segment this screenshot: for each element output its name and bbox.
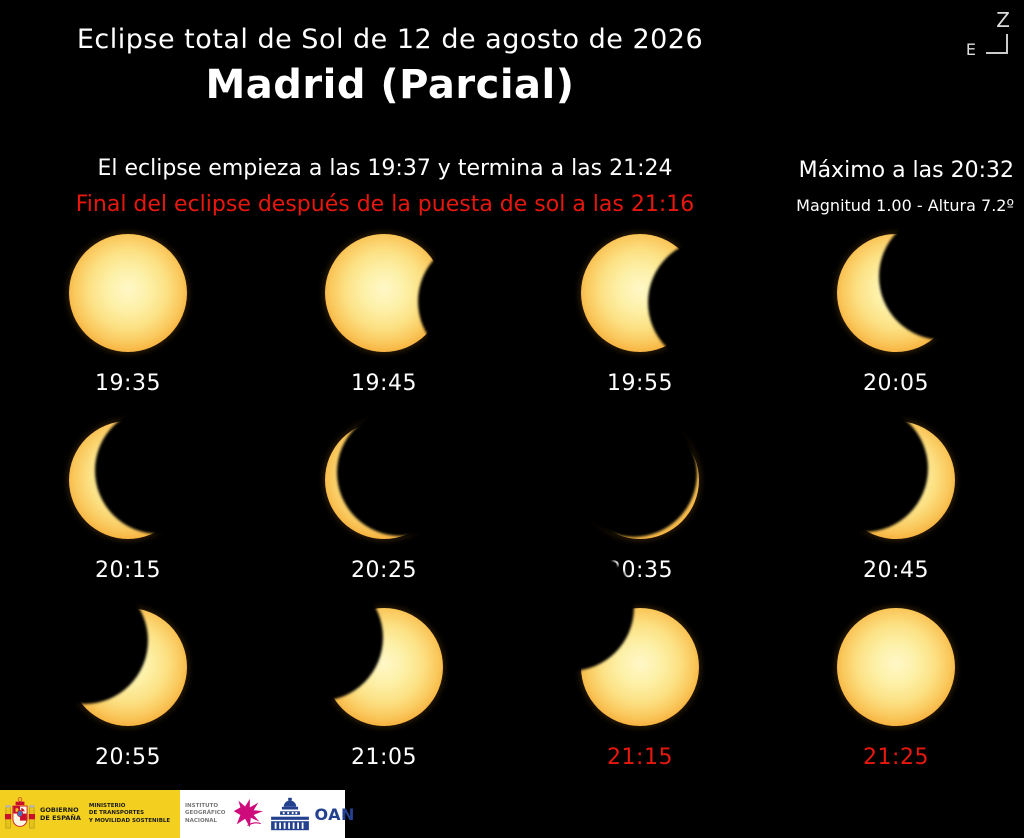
eclipse-phase-tile: 20:25 — [256, 405, 512, 592]
ministry-line1: MINISTERIO — [88, 803, 126, 810]
moon-shadow — [255, 573, 383, 701]
phase-time-label: 19:55 — [607, 371, 673, 396]
eclipse-phase-tile: 21:05 — [255, 573, 512, 779]
phase-time-label: 19:35 — [95, 371, 161, 396]
sun-photo — [565, 405, 715, 555]
sunset-warning-line: Final del eclipse después de la puesta d… — [75, 192, 695, 217]
oan-label: OAN — [314, 804, 355, 824]
phase-time-label: 21:05 — [351, 745, 417, 770]
moon-shadow — [336, 408, 464, 536]
zenith-label: Z — [996, 8, 1010, 32]
sun-photo — [821, 212, 1006, 368]
sun-photo — [53, 405, 222, 555]
eclipse-phase-tile: 20:15 — [0, 405, 256, 592]
sun-photo — [255, 573, 459, 742]
phase-time-label: 20:15 — [95, 558, 161, 583]
ign-name: INSTITUTO GEOGRÁFICO NACIONAL — [185, 803, 225, 824]
eclipse-phase-tile: 20:45 — [768, 404, 1024, 592]
sun-photo — [53, 218, 203, 368]
ministry-name: MINISTERIO DE TRANSPORTES Y MOVILIDAD SO… — [89, 803, 170, 824]
eclipse-phase-tile: 21:15 — [506, 543, 768, 779]
maximum-line: Máximo a las 20:32 — [798, 158, 1014, 183]
phase-time-label: 20:55 — [95, 745, 161, 770]
eclipse-phase-tile: 19:45 — [256, 218, 545, 405]
government-logo-block: GOBIERNO DE ESPAÑA MINISTERIO DE TRANSPO… — [0, 790, 180, 838]
spain-coat-of-arms-icon — [5, 797, 35, 829]
sun-photo — [309, 218, 545, 368]
sun-photo — [506, 543, 715, 742]
phase-time-label: 19:45 — [351, 371, 417, 396]
sun-photo — [309, 405, 464, 555]
eclipse-phase-tile: 20:05 — [768, 212, 1024, 405]
orientation-marker: Z E — [960, 6, 1016, 66]
moon-shadow — [94, 406, 222, 534]
city-subtitle: Madrid (Parcial) — [205, 62, 575, 108]
ign-line1: INSTITUTO — [185, 803, 219, 810]
phase-time-label: 20:45 — [863, 558, 929, 583]
eclipse-times-block: El eclipse empieza a las 19:37 y termina… — [0, 156, 770, 217]
government-name: GOBIERNO DE ESPAÑA — [40, 806, 81, 822]
axis-bracket-icon — [986, 34, 1008, 54]
moon-shadow — [506, 543, 634, 671]
phase-grid: 19:35 19:45 19:55 20:05 20:15 20:25 20:35 20:45… — [0, 212, 1024, 779]
phase-time-label: 21:25 — [863, 745, 929, 770]
eclipse-times-line: El eclipse empieza a las 19:37 y termina… — [97, 156, 673, 181]
moon-shadow — [800, 404, 928, 532]
ministry-line3: Y MOVILIDAD SOSTENIBLE — [88, 817, 171, 824]
moon-shadow — [647, 238, 775, 366]
moon-shadow — [417, 237, 545, 365]
moon-shadow — [20, 576, 148, 704]
sun-disk — [837, 608, 955, 726]
government-name-line2: DE ESPAÑA — [40, 814, 81, 822]
sun-photo — [565, 218, 775, 368]
ign-line2: GEOGRÁFICO — [185, 810, 226, 817]
ign-oan-logo-block: INSTITUTO GEOGRÁFICO NACIONAL OAN — [180, 790, 354, 838]
eclipse-phase-tile: 19:35 — [0, 218, 256, 405]
phase-time-label: 21:15 — [607, 745, 673, 770]
magnitude-altitude-line: Magnitud 1.00 - Altura 7.2º — [796, 196, 1014, 215]
moon-shadow — [569, 409, 697, 537]
phase-time-label: 20:05 — [863, 371, 929, 396]
ign-line3: NACIONAL — [185, 817, 217, 824]
oan-building-icon — [271, 797, 310, 831]
sun-photo — [821, 592, 971, 742]
sun-photo — [800, 404, 971, 555]
east-label: E — [965, 40, 976, 59]
footer-logo-bar: GOBIERNO DE ESPAÑA MINISTERIO DE TRANSPO… — [0, 790, 354, 838]
maximum-block: Máximo a las 20:32 Magnitud 1.00 - Altur… — [754, 158, 1014, 215]
ign-logo-icon — [234, 798, 264, 828]
ministry-line2: DE TRANSPORTES — [88, 810, 145, 817]
sun-disk — [69, 234, 187, 352]
eclipse-phase-tile: 21:25 — [768, 592, 1024, 779]
sun-photo — [20, 576, 203, 742]
government-name-line1: GOBIERNO — [40, 805, 79, 814]
poster-title: Eclipse total de Sol de 12 de agosto de … — [76, 24, 704, 55]
moon-shadow — [878, 212, 1006, 340]
eclipse-phase-tile: 19:55 — [512, 218, 775, 405]
phase-time-label: 20:25 — [351, 558, 417, 583]
title-block: Eclipse total de Sol de 12 de agosto de … — [0, 24, 780, 108]
eclipse-phase-tile: 20:55 — [0, 576, 256, 779]
